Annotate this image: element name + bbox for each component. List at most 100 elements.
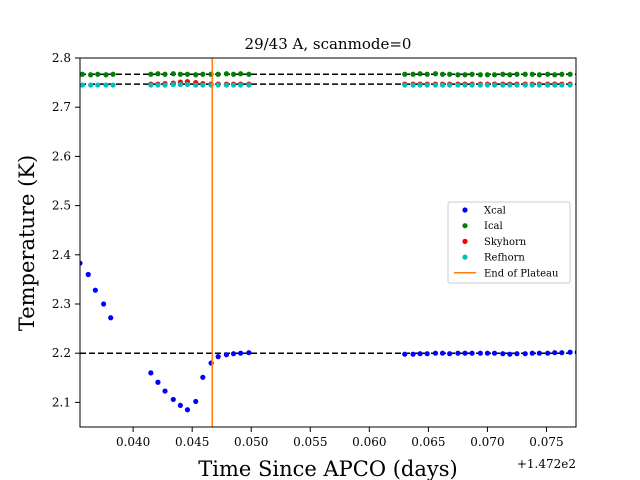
ical-point — [514, 71, 520, 77]
xcal-point — [108, 315, 114, 321]
refhorn-point — [402, 82, 408, 88]
refhorn-point — [200, 82, 206, 88]
ical-point — [95, 71, 101, 77]
xcal-point — [238, 350, 244, 356]
xcal-point — [529, 350, 535, 356]
legend-swatch — [462, 238, 468, 244]
xcal-point — [522, 351, 528, 357]
ical-point — [439, 71, 446, 77]
xcal-point — [193, 398, 199, 405]
legend-label: Skyhorn — [484, 237, 527, 248]
y-tick-label: 2.7 — [52, 100, 71, 114]
xcal-point — [200, 374, 206, 380]
x-axis-offset: +1.472e2 — [517, 457, 576, 471]
xcal-point — [92, 287, 98, 293]
refhorn-point — [536, 82, 542, 88]
refhorn-point — [417, 82, 423, 88]
ical-point — [447, 71, 453, 77]
xcal-point — [246, 350, 252, 356]
y-tick-label: 2.6 — [52, 149, 71, 163]
refhorn-point — [559, 82, 565, 88]
xcal-point — [85, 271, 91, 278]
refhorn-point — [103, 82, 109, 88]
refhorn-point — [514, 82, 520, 88]
ical-point — [455, 72, 461, 78]
plot-frame — [79, 57, 577, 428]
ical-point — [507, 72, 513, 78]
refhorn-point — [246, 82, 252, 88]
ical-point — [522, 71, 528, 77]
refhorn-point — [439, 82, 446, 88]
ical-point — [491, 72, 498, 78]
refhorn-point — [529, 82, 535, 88]
refhorn-point — [545, 82, 551, 88]
refhorn-point — [477, 82, 483, 88]
ical-point — [469, 71, 475, 77]
legend-box — [447, 201, 571, 284]
ical-point — [500, 71, 506, 77]
x-axis-label: Time Since APCO (days) — [198, 457, 457, 480]
xcal-point — [545, 350, 551, 356]
ical-point — [200, 71, 206, 77]
ical-point — [402, 71, 408, 77]
refhorn-point — [455, 82, 461, 88]
refhorn-point — [193, 82, 199, 88]
ical-point — [88, 72, 94, 78]
xcal-point — [177, 402, 183, 408]
xcal-point — [567, 349, 573, 355]
refhorn-point — [170, 81, 176, 88]
ical-point — [462, 72, 468, 78]
ical-point — [432, 71, 439, 77]
refhorn-point — [155, 82, 161, 88]
ical-point — [484, 72, 491, 78]
ical-point — [536, 72, 542, 78]
refhorn-point — [507, 82, 513, 88]
x-tick-label: 0.055 — [293, 435, 327, 449]
refhorn-point — [230, 82, 237, 88]
legend-label: Ical — [484, 221, 503, 232]
x-tick-label: 0.070 — [470, 435, 504, 449]
xcal-point — [155, 379, 161, 385]
refhorn-point — [552, 82, 558, 88]
refhorn-point — [447, 82, 453, 88]
xcal-point — [402, 351, 408, 357]
ical-point — [238, 71, 244, 77]
refhorn-point — [567, 82, 573, 88]
xcal-point — [432, 350, 439, 356]
refhorn-point — [484, 82, 491, 88]
legend-swatch — [462, 223, 468, 229]
ical-point — [552, 72, 558, 78]
xcal-point — [469, 350, 475, 356]
xcal-point — [424, 351, 430, 357]
xcal-point — [184, 407, 191, 413]
xcal-point — [500, 351, 506, 357]
ical-point — [155, 71, 161, 77]
refhorn-point — [238, 82, 244, 88]
ical-point — [110, 71, 116, 77]
y-tick-label: 2.4 — [52, 248, 71, 262]
ical-point — [193, 72, 199, 78]
refhorn-point — [88, 82, 94, 88]
refhorn-point — [491, 82, 498, 88]
ical-point — [80, 71, 85, 77]
xcal-point — [230, 351, 237, 357]
y-axis-ticks: 2.1 2.2 2.3 2.4 2.5 2.6 2.7 2.8 — [52, 51, 80, 409]
ical-point — [184, 71, 191, 77]
legend-label: Xcal — [484, 206, 506, 217]
refhorn-point — [162, 82, 168, 88]
xcal-point — [417, 351, 423, 357]
xcal-point — [162, 388, 168, 394]
ical-point — [148, 71, 154, 77]
ical-point — [246, 71, 252, 77]
y-tick-label: 2.2 — [52, 346, 71, 360]
x-tick-label: 0.060 — [352, 435, 386, 449]
refhorn-point — [95, 82, 101, 88]
x-tick-label: 0.040 — [116, 435, 150, 449]
y-tick-label: 2.5 — [52, 199, 71, 213]
refhorn-point — [522, 82, 528, 88]
chart-title: 29/43 A, scanmode=0 — [245, 35, 412, 53]
xcal-point — [514, 351, 520, 357]
refhorn-point — [424, 82, 430, 88]
ical-point — [177, 71, 183, 77]
xcal-point — [410, 351, 416, 357]
